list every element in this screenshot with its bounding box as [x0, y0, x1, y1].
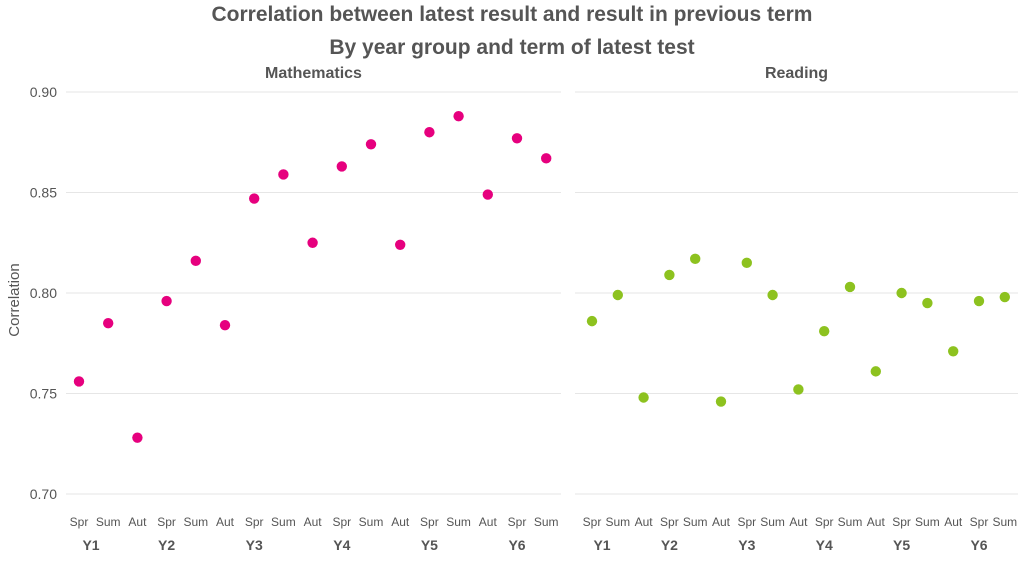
- y-tick-label: 0.90: [30, 84, 57, 100]
- panel-title: Mathematics: [265, 65, 362, 82]
- x-tick-label: Aut: [867, 515, 886, 529]
- x-tick-label: Sum: [96, 515, 121, 529]
- data-point: [741, 257, 752, 269]
- x-tick-label: Sum: [683, 515, 708, 529]
- chart-subtitle: By year group and term of latest test: [329, 36, 695, 59]
- y-tick-label: 0.80: [30, 285, 57, 301]
- x-tick-label: Sum: [915, 515, 940, 529]
- x-tick-label: Aut: [128, 515, 147, 529]
- data-point: [948, 346, 959, 357]
- x-tick-label: Spr: [970, 515, 989, 529]
- data-point: [395, 239, 406, 250]
- x-tick-label: Sum: [183, 515, 208, 529]
- year-group-label: Y5: [421, 537, 438, 553]
- x-tick-label: Sum: [992, 515, 1017, 529]
- x-tick-label: Sum: [760, 515, 785, 529]
- data-point: [973, 295, 985, 307]
- x-tick-label: Aut: [216, 515, 235, 529]
- data-point: [219, 319, 231, 331]
- data-point: [870, 366, 881, 377]
- x-tick-label: Aut: [635, 515, 654, 529]
- x-tick-label: Sum: [838, 515, 863, 529]
- data-point: [73, 376, 85, 387]
- year-group-label: Y5: [893, 537, 910, 553]
- year-group-label: Y6: [508, 537, 525, 553]
- data-point: [896, 287, 907, 299]
- x-tick-label: Spr: [737, 515, 756, 529]
- data-point: [161, 295, 172, 307]
- data-point: [307, 237, 318, 248]
- data-point: [767, 289, 778, 301]
- data-point: [664, 269, 675, 281]
- x-tick-label: Spr: [420, 515, 439, 529]
- x-tick-label: Spr: [660, 515, 679, 529]
- data-point: [844, 281, 856, 293]
- data-point: [586, 315, 598, 327]
- data-point: [132, 432, 143, 443]
- data-point: [511, 133, 523, 144]
- x-tick-label: Sum: [605, 515, 630, 529]
- y-axis-label: Correlation: [6, 263, 23, 336]
- x-tick-label: Spr: [70, 515, 89, 529]
- data-point: [612, 289, 623, 301]
- year-group-label: Y6: [970, 537, 987, 553]
- x-tick-label: Spr: [332, 515, 351, 529]
- year-group-label: Y2: [661, 537, 678, 553]
- data-point: [793, 384, 804, 395]
- x-tick-label: Aut: [304, 515, 323, 529]
- x-tick-label: Spr: [815, 515, 834, 529]
- x-tick-label: Spr: [157, 515, 176, 529]
- data-point: [365, 139, 377, 150]
- year-group-label: Y3: [738, 537, 755, 553]
- x-tick-label: Aut: [789, 515, 808, 529]
- year-group-label: Y2: [158, 537, 175, 553]
- data-point: [453, 110, 464, 122]
- data-point: [819, 325, 830, 337]
- data-point: [638, 392, 649, 403]
- year-group-label: Y4: [816, 537, 833, 553]
- data-point: [249, 193, 260, 204]
- year-group-label: Y1: [82, 537, 99, 553]
- x-tick-label: Aut: [391, 515, 410, 529]
- data-point: [541, 153, 552, 164]
- x-tick-label: Sum: [359, 515, 384, 529]
- x-tick-label: Spr: [245, 515, 264, 529]
- y-tick-label: 0.70: [30, 486, 57, 502]
- x-tick-label: Spr: [892, 515, 911, 529]
- data-point: [690, 253, 701, 265]
- panel-title: Reading: [765, 65, 828, 82]
- x-tick-label: Spr: [583, 515, 602, 529]
- data-point: [278, 169, 289, 180]
- data-point: [482, 189, 493, 200]
- data-point: [336, 161, 347, 172]
- year-group-label: Y3: [246, 537, 263, 553]
- x-tick-label: Sum: [271, 515, 296, 529]
- data-point: [999, 291, 1010, 303]
- x-tick-label: Aut: [944, 515, 963, 529]
- x-tick-label: Spr: [508, 515, 527, 529]
- data-point: [424, 127, 435, 138]
- data-point: [103, 317, 114, 329]
- y-tick-label: 0.85: [30, 185, 57, 201]
- x-tick-label: Sum: [446, 515, 471, 529]
- data-point: [190, 255, 201, 267]
- x-tick-label: Sum: [534, 515, 559, 529]
- y-tick-label: 0.75: [30, 385, 57, 401]
- x-tick-label: Aut: [712, 515, 731, 529]
- data-point: [715, 396, 727, 407]
- year-group-label: Y4: [333, 537, 350, 553]
- chart-title: Correlation between latest result and re…: [211, 3, 813, 26]
- year-group-label: Y1: [593, 537, 610, 553]
- data-point: [922, 297, 933, 309]
- x-tick-label: Aut: [479, 515, 498, 529]
